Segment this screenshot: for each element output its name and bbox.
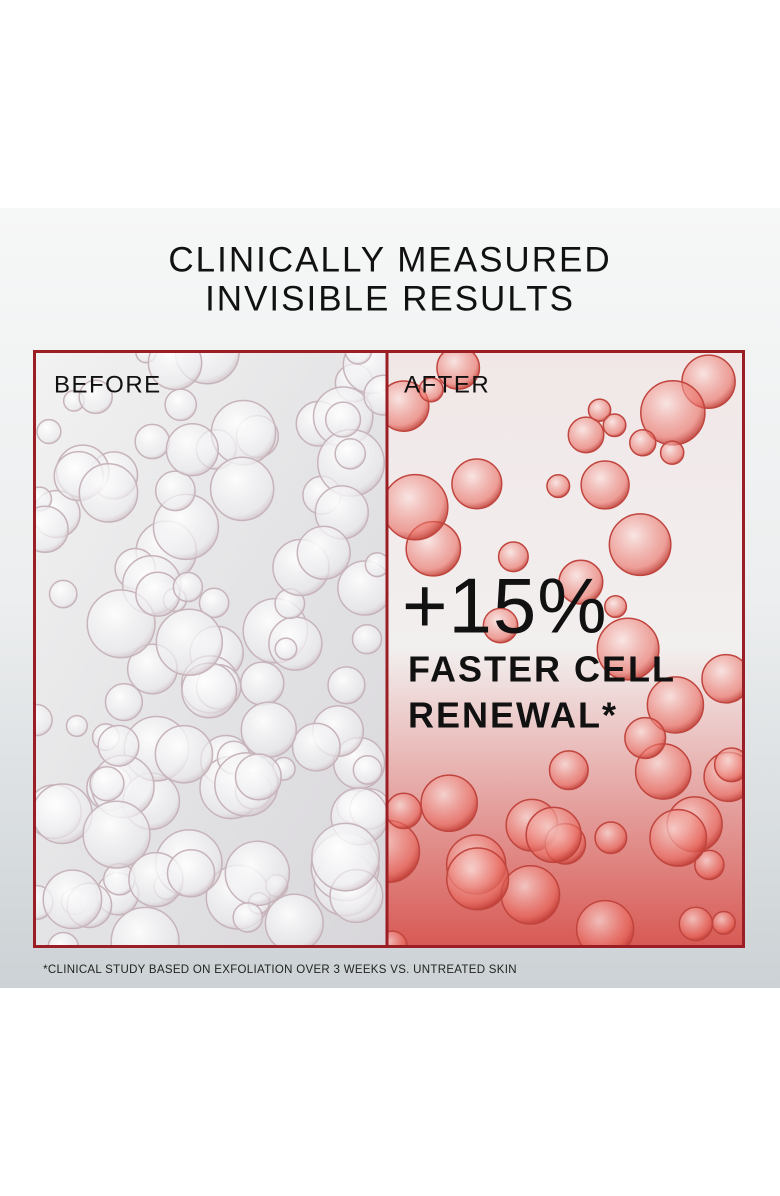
bubble [678,906,714,942]
bubble [629,428,657,457]
bubble [567,416,605,454]
caption-line: FASTER CELL [408,649,676,690]
bubble [86,589,156,659]
bubble [89,766,125,802]
bubble [388,792,423,830]
bubble [649,808,708,867]
bubble [701,653,742,704]
title-line: INVISIBLE RESULTS [205,279,575,318]
bubble [155,608,224,676]
bubble [78,462,139,523]
bubble [134,423,171,460]
bubble [154,724,214,784]
before-bubbles [36,353,386,945]
bubble [36,418,62,445]
bubble [420,774,478,833]
bubble [344,353,373,365]
panel-label: AFTER [404,371,490,398]
bubble [234,753,282,801]
bubble [546,473,571,499]
bubble [110,906,180,945]
bubble [548,750,589,791]
bubble [232,902,264,933]
bubble [604,594,628,619]
bubble [327,666,366,705]
bubble [78,379,113,415]
after-bubbles [388,353,742,945]
bubble [646,676,705,734]
bubble [240,661,285,706]
bubble [418,377,444,403]
bubble [164,388,198,422]
bubble [713,747,742,783]
bubble [525,806,582,864]
bubble [580,460,630,510]
bubble [694,849,725,881]
bubble [47,931,80,945]
bubble [65,714,89,738]
bubble [42,869,103,930]
bubble [500,865,561,925]
bubble [104,682,144,722]
bubble [446,847,510,911]
bubble [351,624,383,655]
bubble [363,374,386,416]
bubble [352,754,383,785]
bubble [82,800,151,869]
bubble [224,840,291,907]
bubble [388,380,430,432]
bubble [291,722,341,772]
bubble [659,440,685,466]
bubble [711,910,736,935]
bubble [274,637,298,661]
bubble [166,848,216,898]
panel-label: BEFORE [54,371,162,398]
bubble [48,579,78,609]
bubble [436,353,481,390]
bubble [36,703,53,737]
bubble [147,353,203,391]
bubble [602,413,627,438]
bubble [240,701,298,758]
title-line: CLINICALLY MEASURED [168,240,611,279]
bubble [624,716,667,760]
frame [33,350,745,948]
bubble [264,893,324,945]
footnote: *CLINICAL STUDY BASED ON EXFOLIATION OVE… [43,964,517,976]
bubble [388,930,408,945]
bubble [575,899,635,945]
bubble [165,423,219,477]
bubble [388,473,449,541]
bubble [587,398,612,422]
caption-line: RENEWAL* [408,695,618,736]
bubble [451,458,503,510]
bubble [594,821,628,855]
bubble [135,571,181,617]
bubble [558,559,604,605]
bubble [482,607,519,644]
bubble [209,456,275,522]
bubble [334,437,367,470]
bubble [172,571,204,603]
bubble [324,401,362,438]
stat: +15% [402,562,608,650]
bubble [154,470,196,512]
bubble [364,552,386,578]
bubble [596,617,660,681]
bubble [198,587,230,619]
bubble [608,513,672,577]
bubble [296,525,351,580]
bubble [497,541,529,573]
bubble [36,505,69,554]
bubble [311,822,381,892]
bubble [97,724,140,767]
bubble [210,399,277,466]
